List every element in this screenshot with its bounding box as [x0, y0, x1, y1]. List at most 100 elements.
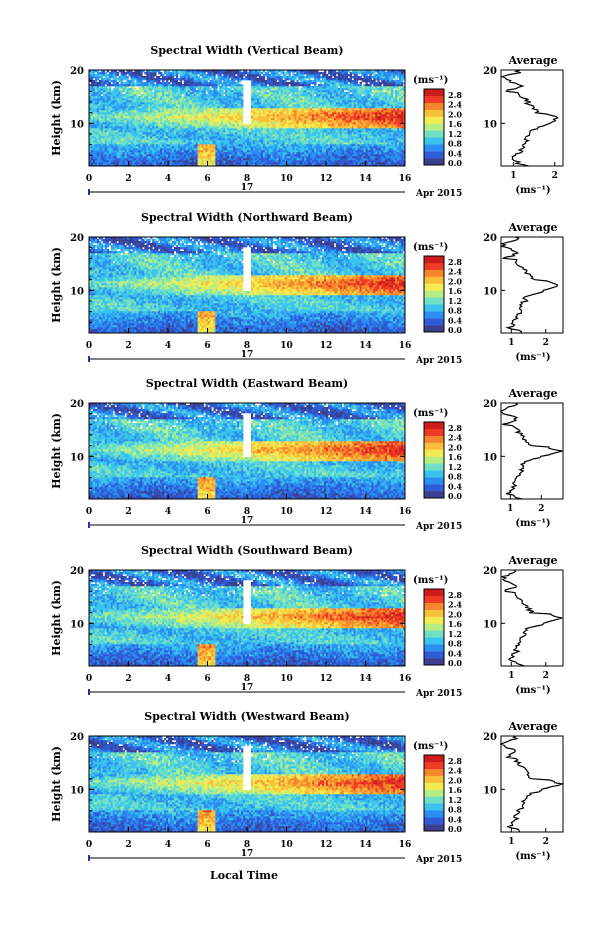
- heatmap-cell: [271, 86, 273, 88]
- heatmap-cell: [168, 74, 170, 76]
- heatmap-cell: [271, 146, 273, 148]
- heatmap-cell: [95, 78, 97, 80]
- heatmap-cell: [265, 108, 267, 110]
- heatmap-cell: [132, 98, 134, 100]
- heatmap-cell: [259, 82, 261, 84]
- heatmap-cell: [227, 84, 229, 86]
- heatmap-cell: [99, 108, 101, 110]
- heatmap-cell: [188, 160, 190, 162]
- heatmap-cell: [168, 84, 170, 86]
- heatmap-cell: [113, 136, 115, 138]
- heatmap-cell: [271, 126, 273, 128]
- heatmap-cell: [290, 158, 292, 160]
- heatmap-cell: [138, 92, 140, 94]
- heatmap-cell: [267, 78, 269, 80]
- heatmap-cell: [206, 100, 208, 102]
- heatmap-cell: [208, 154, 210, 156]
- heatmap-cell: [255, 162, 257, 164]
- heatmap-cell: [140, 136, 142, 138]
- heatmap-cell: [275, 118, 277, 120]
- heatmap-cell: [134, 122, 136, 124]
- heatmap-cell: [277, 76, 279, 78]
- heatmap-cell: [279, 158, 281, 160]
- heatmap-cell: [275, 74, 277, 76]
- heatmap-cell: [239, 88, 241, 90]
- heatmap-cell: [229, 120, 231, 122]
- heatmap-cell: [174, 72, 176, 74]
- heatmap-cell: [251, 152, 253, 154]
- heatmap-cell: [251, 154, 253, 156]
- heatmap-cell: [215, 90, 217, 92]
- heatmap-cell: [273, 74, 275, 76]
- heatmap-cell: [160, 128, 162, 130]
- heatmap-cell: [136, 146, 138, 148]
- heatmap-cell: [99, 142, 101, 144]
- heatmap-cell: [196, 116, 198, 118]
- heatmap-cell: [255, 124, 257, 126]
- heatmap-cell: [111, 158, 113, 160]
- heatmap-cell: [160, 136, 162, 138]
- heatmap-cell: [162, 156, 164, 158]
- heatmap-cell: [188, 112, 190, 114]
- heatmap-cell: [257, 96, 259, 98]
- heatmap-cell: [255, 158, 257, 160]
- heatmap-cell: [281, 126, 283, 128]
- heatmap-cell: [160, 94, 162, 96]
- heatmap-cell: [148, 94, 150, 96]
- heatmap-cell: [227, 112, 229, 114]
- heatmap-cell: [237, 90, 239, 92]
- heatmap-cell: [134, 140, 136, 142]
- heatmap-cell: [168, 122, 170, 124]
- heatmap-cell: [263, 126, 265, 128]
- heatmap-cell: [188, 118, 190, 120]
- heatmap-cell: [288, 132, 290, 134]
- heatmap-cell: [140, 110, 142, 112]
- heatmap-cell: [144, 152, 146, 154]
- heatmap-cell: [158, 118, 160, 120]
- heatmap-cell: [273, 126, 275, 128]
- heatmap-cell: [241, 90, 243, 92]
- heatmap-cell: [166, 128, 168, 130]
- heatmap-cell: [127, 134, 129, 136]
- heatmap-cell: [208, 142, 210, 144]
- heatmap-cell: [215, 132, 217, 134]
- heatmap-cell: [263, 154, 265, 156]
- heatmap-cell: [279, 96, 281, 98]
- heatmap-cell: [158, 140, 160, 142]
- heatmap-cell: [302, 152, 304, 154]
- heatmap-cell: [196, 122, 198, 124]
- heatmap-cell: [168, 110, 170, 112]
- heatmap-cell: [184, 146, 186, 148]
- heatmap-cell: [292, 72, 294, 74]
- heatmap-cell: [158, 154, 160, 156]
- heatmap-cell: [283, 142, 285, 144]
- heatmap-cell: [229, 102, 231, 104]
- heatmap-cell: [215, 146, 217, 148]
- heatmap-cell: [206, 98, 208, 100]
- heatmap-cell: [198, 146, 200, 148]
- heatmap-cell: [129, 150, 131, 152]
- heatmap-cell: [277, 82, 279, 84]
- heatmap-cell: [237, 140, 239, 142]
- heatmap-cell: [156, 118, 158, 120]
- heatmap-cell: [223, 138, 225, 140]
- heatmap-cell: [194, 112, 196, 114]
- heatmap-cell: [188, 148, 190, 150]
- heatmap-cell: [176, 148, 178, 150]
- heatmap-cell: [279, 112, 281, 114]
- heatmap-cell: [176, 110, 178, 112]
- heatmap-cell: [136, 136, 138, 138]
- heatmap-cell: [225, 100, 227, 102]
- heatmap-cell: [99, 122, 101, 124]
- heatmap-cell: [95, 120, 97, 122]
- heatmap-cell: [257, 86, 259, 88]
- heatmap-cell: [215, 156, 217, 158]
- heatmap-cell: [113, 148, 115, 150]
- heatmap-cell: [194, 118, 196, 120]
- heatmap-cell: [267, 162, 269, 164]
- heatmap-cell: [105, 88, 107, 90]
- heatmap-cell: [152, 158, 154, 160]
- heatmap-cell: [229, 134, 231, 136]
- heatmap-cell: [192, 154, 194, 156]
- heatmap-cell: [255, 104, 257, 106]
